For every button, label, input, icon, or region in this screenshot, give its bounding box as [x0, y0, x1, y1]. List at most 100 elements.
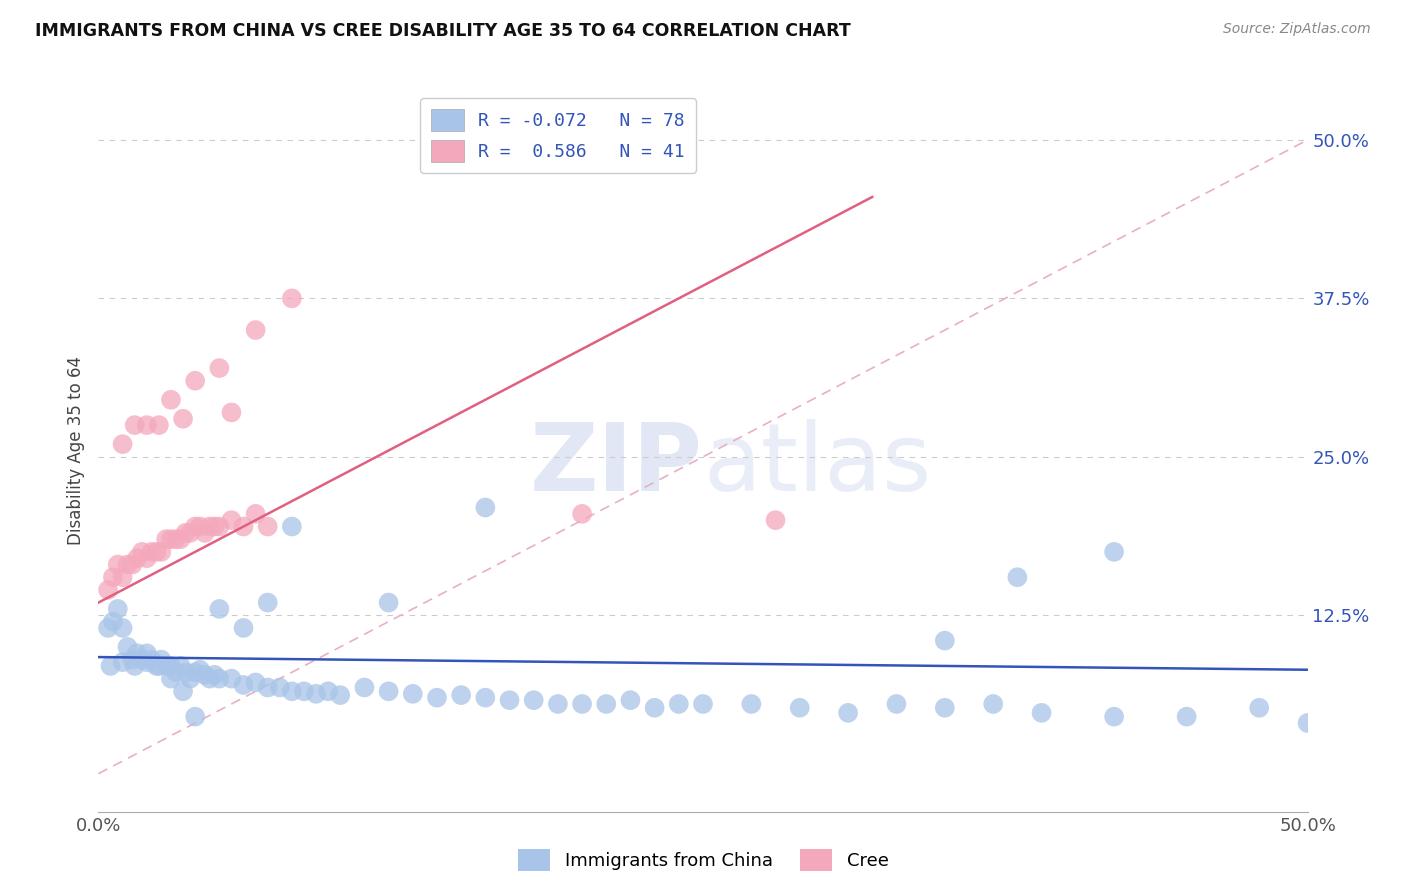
Point: [450, 688, 472, 702]
Point: [188, 663, 211, 677]
Point: [281, 519, 304, 533]
Point: [150, 545, 173, 559]
Point: [498, 693, 520, 707]
Point: [111, 655, 134, 669]
Point: [150, 652, 173, 666]
Point: [329, 688, 352, 702]
Point: [232, 621, 254, 635]
Point: [523, 693, 546, 707]
Point: [221, 672, 243, 686]
Point: [198, 519, 221, 533]
Point: [174, 525, 197, 540]
Point: [155, 659, 177, 673]
Point: [131, 545, 153, 559]
Point: [256, 596, 278, 610]
Point: [111, 621, 134, 635]
Point: [111, 437, 134, 451]
Point: [571, 507, 593, 521]
Point: [160, 659, 183, 673]
Point: [184, 709, 207, 723]
Point: [131, 652, 153, 666]
Point: [174, 665, 197, 680]
Point: [204, 668, 226, 682]
Point: [165, 532, 187, 546]
Point: [316, 684, 339, 698]
Point: [1031, 706, 1053, 720]
Point: [97, 582, 120, 597]
Point: [100, 659, 122, 673]
Point: [281, 291, 304, 305]
Point: [1102, 545, 1125, 559]
Point: [172, 411, 194, 425]
Point: [377, 596, 399, 610]
Point: [934, 700, 956, 714]
Point: [377, 684, 399, 698]
Point: [981, 697, 1004, 711]
Point: [204, 519, 226, 533]
Point: [160, 672, 183, 686]
Point: [127, 646, 149, 660]
Point: [292, 684, 315, 698]
Point: [402, 687, 425, 701]
Point: [547, 697, 569, 711]
Point: [208, 361, 231, 376]
Point: [474, 500, 496, 515]
Point: [194, 668, 217, 682]
Point: [571, 697, 593, 711]
Point: [184, 519, 207, 533]
Point: [245, 323, 267, 337]
Point: [101, 615, 124, 629]
Point: [305, 687, 328, 701]
Point: [135, 655, 157, 669]
Point: [124, 418, 146, 433]
Point: [221, 513, 243, 527]
Point: [107, 602, 129, 616]
Text: atlas: atlas: [703, 419, 931, 511]
Legend: Immigrants from China, Cree: Immigrants from China, Cree: [510, 842, 896, 879]
Point: [837, 706, 859, 720]
Point: [245, 675, 267, 690]
Point: [1175, 709, 1198, 723]
Point: [668, 697, 690, 711]
Point: [1007, 570, 1029, 584]
Point: [141, 652, 163, 666]
Point: [595, 697, 617, 711]
Point: [281, 684, 304, 698]
Point: [208, 672, 231, 686]
Point: [135, 551, 157, 566]
Point: [148, 659, 170, 673]
Point: [169, 659, 191, 673]
Y-axis label: Disability Age 35 to 64: Disability Age 35 to 64: [66, 356, 84, 545]
Point: [426, 690, 449, 705]
Point: [101, 570, 124, 584]
Point: [245, 507, 267, 521]
Point: [160, 392, 183, 407]
Point: [269, 681, 291, 695]
Point: [184, 374, 207, 388]
Point: [111, 570, 134, 584]
Point: [208, 519, 231, 533]
Point: [789, 700, 811, 714]
Text: Source: ZipAtlas.com: Source: ZipAtlas.com: [1223, 22, 1371, 37]
Point: [692, 697, 714, 711]
Point: [124, 659, 146, 673]
Point: [221, 405, 243, 419]
Point: [155, 532, 177, 546]
Point: [1102, 709, 1125, 723]
Point: [169, 532, 191, 546]
Point: [184, 665, 207, 680]
Point: [256, 519, 278, 533]
Point: [148, 418, 170, 433]
Point: [232, 519, 254, 533]
Point: [172, 684, 194, 698]
Text: ZIP: ZIP: [530, 419, 703, 511]
Point: [934, 633, 956, 648]
Point: [1296, 716, 1319, 731]
Point: [179, 525, 201, 540]
Legend: R = -0.072   N = 78, R =  0.586   N = 41: R = -0.072 N = 78, R = 0.586 N = 41: [420, 98, 696, 173]
Point: [188, 519, 211, 533]
Point: [121, 652, 143, 666]
Point: [619, 693, 641, 707]
Point: [145, 659, 167, 673]
Point: [97, 621, 120, 635]
